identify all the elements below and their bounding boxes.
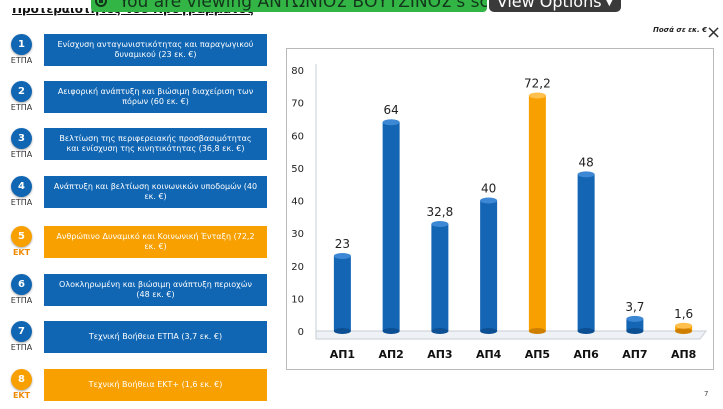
priority-fund-label: ΕΚΤ (12, 248, 31, 257)
bar-base (675, 328, 693, 334)
bar (626, 318, 644, 331)
priority-description-box: Ολοκληρωμένη και βιώσιμη ανάπτυξη περιοχ… (44, 274, 267, 306)
priority-description-box: Ανθρώπινο Δυναμικό και Κοινωνική Ένταξη … (44, 226, 267, 258)
x-category-label: ΑΠ7 (622, 348, 647, 361)
priority-item: 3 ΕΤΠΑ Βελτίωση της περιφερειακής προσβασι… (0, 128, 270, 168)
priority-item: 1 ΕΤΠΑ Ενίσχυση ανταγωνιστικότητας και παρ… (0, 34, 270, 74)
x-category-label: ΑΠ6 (573, 348, 599, 361)
bar-base (577, 328, 595, 334)
bar-cap (675, 322, 693, 329)
y-tick-label: 80 (291, 66, 304, 77)
priority-fund-label: ΕΤΠΑ (10, 150, 33, 159)
bar-cap (480, 197, 498, 204)
close-icon[interactable]: × (706, 22, 722, 43)
bar-base (431, 328, 449, 334)
priority-item: 4 ΕΤΠΑ Ανάπτυξη και βελτίωση κοινωνικών υπ… (0, 176, 270, 216)
bar-cap (528, 92, 546, 99)
bar (333, 255, 351, 331)
priority-description-box: Ανάπτυξη και βελτίωση κοινωνικών υποδομώ… (44, 176, 267, 208)
page-number: 7 (704, 390, 709, 398)
bar-value-label: 64 (383, 103, 398, 117)
priority-number-badge: 6 (11, 274, 32, 295)
bar-value-label: 1,6 (674, 307, 693, 321)
bar-base (528, 328, 546, 334)
bar (382, 122, 400, 331)
page-title: Προτεραιότητες του Προγράμματος (12, 2, 254, 16)
priority-item: 8 ΕΚΤ Τεχνική Βοήθεια ΕΚΤ+ (1,6 εκ. €) (0, 369, 270, 409)
priority-fund-label: ΕΤΠΑ (10, 198, 33, 207)
priority-fund-label: ΕΚΤ (12, 391, 31, 400)
y-tick-label: 0 (298, 327, 304, 338)
x-category-label: ΑΠ5 (525, 348, 550, 361)
priority-fund-label: ΕΤΠΑ (10, 103, 33, 112)
priority-fund-label: ΕΤΠΑ (10, 343, 33, 352)
priority-item: 2 ΕΤΠΑ Αειφορική ανάπτυξη και βιώσιμη διαχ… (0, 81, 270, 121)
y-tick-label: 50 (291, 164, 304, 175)
bar-value-label: 3,7 (625, 300, 644, 314)
bar (577, 174, 595, 331)
priority-number-badge: 8 (11, 369, 32, 390)
screen-share-text: You are viewing ΑΝΤΩΝΙΟΣ ΒΟΥΤΖΙΝΟΣ's scr… (119, 0, 487, 12)
priority-item: 5 ΕΚΤ Ανθρώπινο Δυναμικό και Κοινωνική Έντ… (0, 226, 270, 266)
chart-floor (315, 330, 707, 340)
bar-chart: 0 10 20 30 40 50 60 70 80 23 ΑΠ1 64 ΑΠ2 32,8 ΑΠ3 40 ΑΠ4 7… (291, 64, 707, 361)
priority-description-box: Αειφορική ανάπτυξη και βιώσιμη διαχείρισ… (44, 81, 267, 113)
bar-value-label: 40 (481, 182, 496, 196)
view-options-button[interactable]: View Options ▼ (489, 0, 621, 12)
priority-number-badge: 7 (11, 321, 32, 342)
bar-base (382, 328, 400, 334)
y-tick-label: 30 (291, 229, 304, 240)
priority-description-box: Τεχνική Βοήθεια ΕΤΠΑ (3,7 εκ. €) (44, 321, 267, 353)
chevron-down-icon: ▼ (605, 0, 614, 8)
bar (480, 200, 498, 331)
bar-base (333, 328, 351, 334)
y-tick-label: 40 (291, 197, 304, 208)
y-tick-label: 20 (291, 262, 304, 273)
bar-cap (431, 220, 449, 227)
bar (528, 95, 546, 331)
priority-description-box: Τεχνική Βοήθεια ΕΚΤ+ (1,6 εκ. €) (44, 369, 267, 401)
bar-cap (577, 171, 595, 178)
bar-value-label: 72,2 (524, 76, 551, 90)
bar-value-label: 48 (578, 155, 593, 169)
x-category-label: ΑΠ2 (378, 348, 403, 361)
x-category-label: ΑΠ8 (671, 348, 696, 361)
screen-share-banner[interactable]: You are viewing ΑΝΤΩΝΙΟΣ ΒΟΥΤΖΙΝΟΣ's scr… (91, 0, 487, 12)
x-category-label: ΑΠ4 (476, 348, 502, 361)
priority-number-badge: 4 (11, 176, 32, 197)
chart-frame (286, 48, 714, 370)
priority-fund-label: ΕΤΠΑ (10, 56, 33, 65)
x-category-label: ΑΠ3 (427, 348, 452, 361)
bar (431, 223, 449, 331)
priority-fund-label: ΕΤΠΑ (10, 296, 33, 305)
priority-description-box: Ενίσχυση ανταγωνιστικότητας και παραγωγι… (44, 34, 267, 66)
bar-base (626, 328, 644, 334)
y-tick-label: 60 (291, 131, 304, 142)
bar-cap (626, 315, 644, 322)
x-category-label: ΑΠ1 (330, 348, 355, 361)
priority-number-badge: 2 (11, 81, 32, 102)
y-tick-label: 70 (291, 99, 304, 110)
y-tick-label: 10 (291, 294, 304, 305)
bar-value-label: 23 (335, 237, 350, 251)
priority-item: 7 ΕΤΠΑ Τεχνική Βοήθεια ΕΤΠΑ (3,7 εκ. €) (0, 321, 270, 361)
bar-cap (382, 119, 400, 126)
priority-number-badge: 5 (11, 226, 32, 247)
bar-cap (333, 252, 351, 259)
priority-item: 6 ΕΤΠΑ Ολοκληρωμένη και βιώσιμη ανάπτυξη π… (0, 274, 270, 314)
currency-note: Ποσά σε εκ. € (653, 26, 707, 34)
stop-share-icon (95, 0, 107, 7)
priority-number-badge: 3 (11, 128, 32, 149)
priority-number-badge: 1 (11, 34, 32, 55)
priority-description-box: Βελτίωση της περιφερειακής προσβασιμότητ… (44, 128, 267, 160)
view-options-label: View Options (496, 0, 602, 11)
bar-value-label: 32,8 (427, 205, 454, 219)
bar-base (480, 328, 498, 334)
